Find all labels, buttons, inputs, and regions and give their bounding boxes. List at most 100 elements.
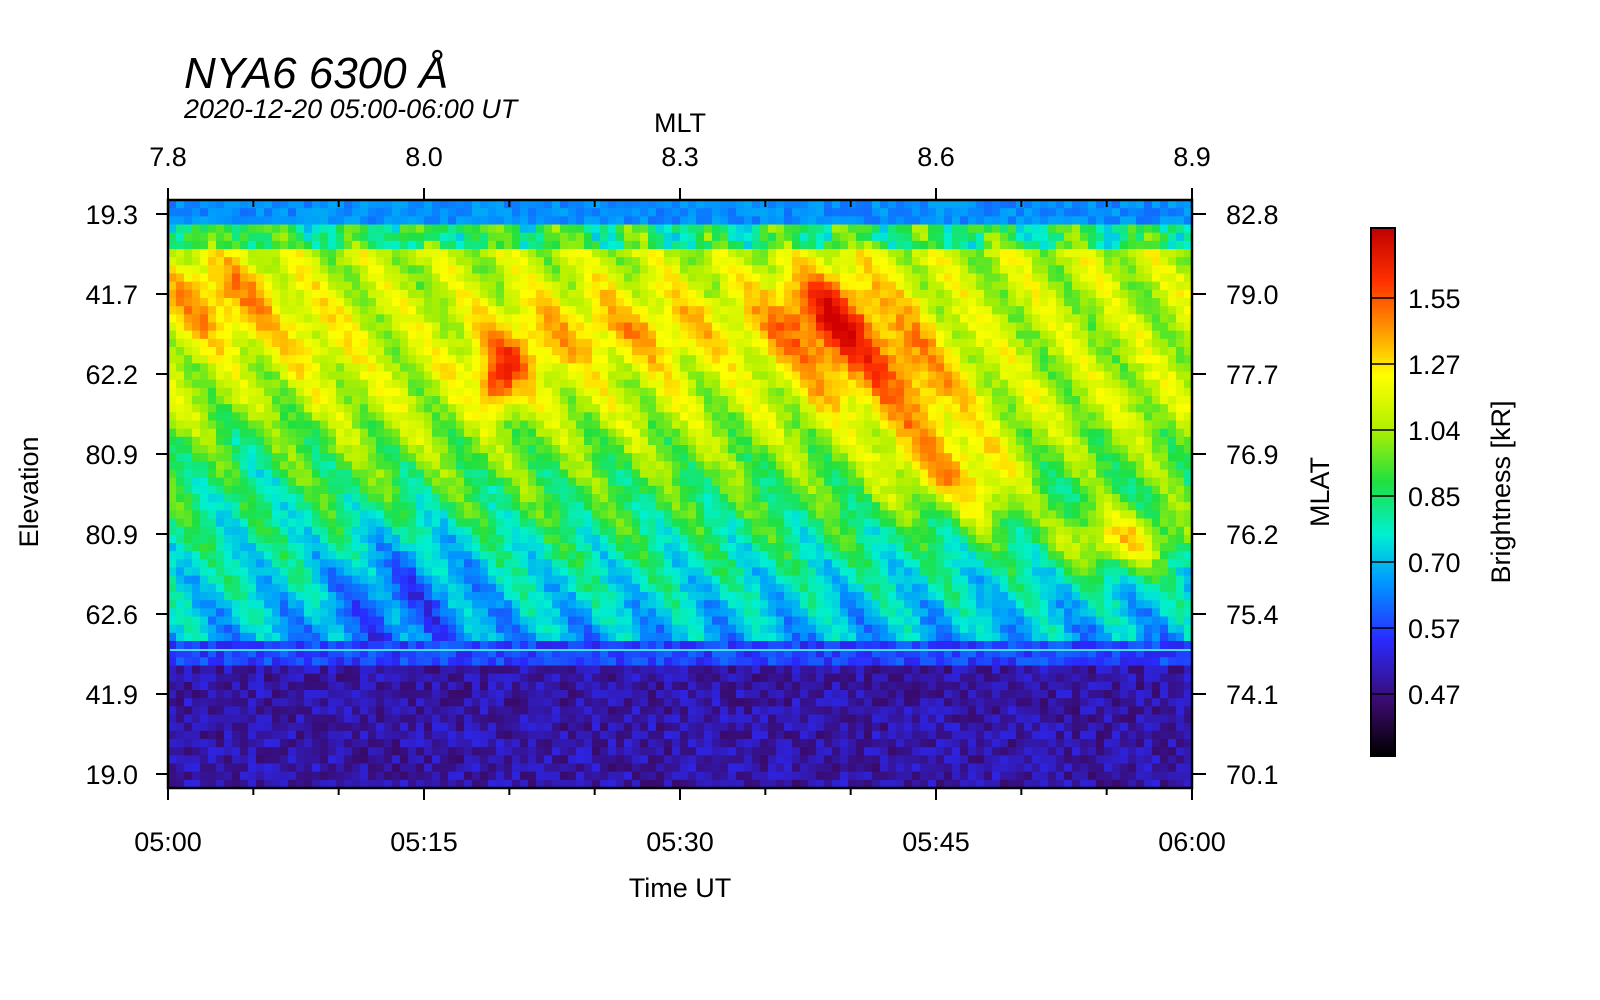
heatmap-cell <box>856 461 865 471</box>
heatmap-cell <box>192 232 201 242</box>
heatmap-cell <box>600 404 609 413</box>
heatmap-cell <box>944 387 953 397</box>
heatmap-cell <box>464 363 473 373</box>
heatmap-cell <box>712 306 721 315</box>
heatmap-cell <box>1088 510 1097 520</box>
heatmap-cell <box>1112 502 1121 511</box>
heatmap-cell <box>880 306 889 315</box>
heatmap-cell <box>848 436 857 446</box>
heatmap-cell <box>352 306 361 315</box>
heatmap-cell <box>928 249 937 258</box>
heatmap-cell <box>760 453 769 462</box>
heatmap-cell <box>208 355 217 364</box>
heatmap-cell <box>248 338 257 348</box>
heatmap-cell <box>560 404 569 413</box>
heatmap-cell <box>768 404 777 413</box>
heatmap-cell <box>392 387 401 397</box>
heatmap-cell <box>696 363 705 373</box>
heatmap-cell <box>480 216 489 226</box>
heatmap-cell <box>1136 240 1145 250</box>
heatmap-cell <box>608 240 617 250</box>
heatmap-cell <box>584 200 593 209</box>
heatmap-cell <box>520 502 529 511</box>
heatmap-cell <box>632 289 641 299</box>
heatmap-cell <box>696 510 705 520</box>
heatmap-cell <box>904 306 913 315</box>
heatmap-cell <box>712 363 721 373</box>
heatmap-cell <box>1144 265 1153 275</box>
heatmap-cell <box>720 224 729 234</box>
heatmap-cell <box>560 298 569 307</box>
heatmap-cell <box>856 298 865 307</box>
heatmap-cell <box>272 404 281 413</box>
heatmap-cell <box>472 322 481 332</box>
heatmap-cell <box>296 208 305 217</box>
heatmap-cell <box>1144 330 1153 340</box>
heatmap-cell <box>768 469 777 479</box>
heatmap-cell <box>736 322 745 332</box>
heatmap-cell <box>168 347 177 356</box>
heatmap-cell <box>920 306 929 315</box>
heatmap-cell <box>568 363 577 373</box>
heatmap-cell <box>528 502 537 511</box>
heatmap-cell <box>248 485 257 495</box>
heatmap-cell <box>512 240 521 250</box>
heatmap-cell <box>1008 306 1017 315</box>
heatmap-cell <box>480 232 489 242</box>
heatmap-cell <box>624 404 633 413</box>
heatmap-cell <box>600 379 609 389</box>
heatmap-cell <box>584 461 593 471</box>
heatmap-cell <box>176 298 185 307</box>
heatmap-cell <box>1064 371 1073 381</box>
heatmap-cell <box>904 322 913 332</box>
heatmap-cell <box>1168 502 1177 511</box>
heatmap-cell <box>792 257 801 266</box>
heatmap-cell <box>560 306 569 315</box>
heatmap-cell <box>432 494 441 503</box>
heatmap-cell <box>848 428 857 438</box>
heatmap-cell <box>472 445 481 454</box>
heatmap-cell <box>920 338 929 348</box>
heatmap-cell <box>272 338 281 348</box>
heatmap-cell <box>344 330 353 340</box>
heatmap-cell <box>272 208 281 217</box>
heatmap-cell <box>1136 494 1145 503</box>
heatmap-cell <box>480 257 489 266</box>
heatmap-cell <box>928 420 937 430</box>
heatmap-cell <box>416 461 425 471</box>
heatmap-cell <box>592 510 601 520</box>
heatmap-cell <box>448 338 457 348</box>
heatmap-cell <box>1136 445 1145 454</box>
heatmap-cell <box>384 355 393 364</box>
heatmap-cell <box>1048 494 1057 503</box>
heatmap-cell <box>848 387 857 397</box>
heatmap-cell <box>1152 477 1161 487</box>
heatmap-cell <box>256 510 265 520</box>
heatmap-cell <box>752 387 761 397</box>
heatmap-cell <box>352 347 361 356</box>
heatmap-cell <box>856 387 865 397</box>
heatmap-cell <box>168 200 177 209</box>
heatmap-cell <box>520 404 529 413</box>
heatmap-cell <box>680 240 689 250</box>
heatmap-cell <box>688 273 697 283</box>
heatmap-cell <box>296 494 305 503</box>
heatmap-cell <box>656 314 665 324</box>
heatmap-cell <box>552 469 561 479</box>
heatmap-cell <box>336 249 345 258</box>
heatmap-cell <box>1152 355 1161 364</box>
heatmap-cell <box>552 281 561 291</box>
heatmap-cell <box>528 240 537 250</box>
heatmap-cell <box>976 461 985 471</box>
heatmap-cell <box>808 420 817 430</box>
heatmap-cell <box>1136 298 1145 307</box>
heatmap-cell <box>880 273 889 283</box>
heatmap-cell <box>968 510 977 520</box>
heatmap-cell <box>560 469 569 479</box>
heatmap-cell <box>544 314 553 324</box>
heatmap-cell <box>328 224 337 234</box>
heatmap-cell <box>808 257 817 266</box>
heatmap-cell <box>256 396 265 405</box>
heatmap-cell <box>776 461 785 471</box>
heatmap-cell <box>472 502 481 511</box>
